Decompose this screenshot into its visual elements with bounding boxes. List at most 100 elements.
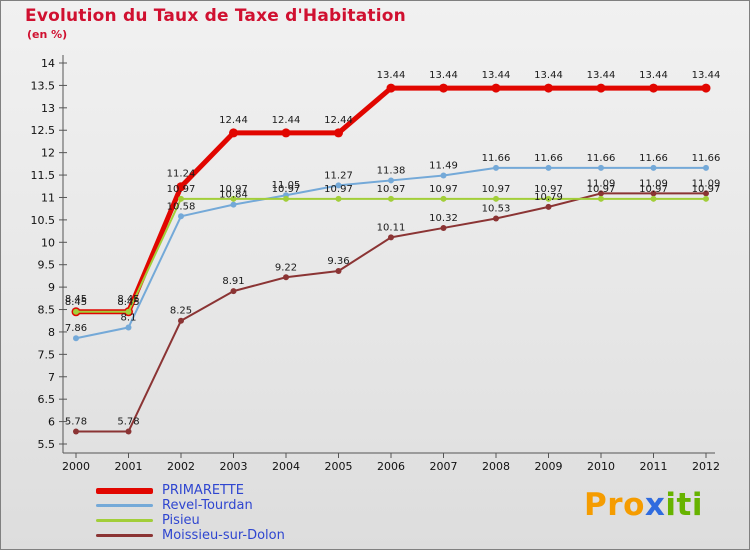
- svg-text:2002: 2002: [167, 460, 195, 473]
- legend-item-primarette: PRIMARETTE: [96, 483, 285, 498]
- svg-text:2010: 2010: [587, 460, 615, 473]
- svg-text:8.45: 8.45: [65, 294, 87, 305]
- svg-text:6.5: 6.5: [38, 393, 56, 406]
- svg-text:11.49: 11.49: [429, 161, 458, 172]
- svg-text:10.97: 10.97: [429, 184, 458, 195]
- svg-text:8: 8: [48, 326, 55, 339]
- line-chart-canvas: 5.5 6 6.5 7 7.5 8 8.5 9 9.5 10 10.5 11 11.5 12 12.5 13 1…: [31, 55, 721, 473]
- svg-text:10.97: 10.97: [692, 184, 721, 195]
- logo-letter: r: [607, 487, 624, 523]
- svg-text:2003: 2003: [220, 460, 248, 473]
- legend-item-revel-tourdan: Revel-Tourdan: [96, 498, 285, 513]
- svg-text:9: 9: [48, 281, 55, 294]
- svg-text:11.24: 11.24: [167, 169, 196, 180]
- svg-text:7.5: 7.5: [38, 348, 56, 361]
- svg-text:12: 12: [41, 147, 55, 160]
- svg-text:10.97: 10.97: [534, 184, 563, 195]
- svg-text:11.66: 11.66: [482, 153, 511, 164]
- svg-text:10.5: 10.5: [31, 214, 56, 227]
- svg-text:11.66: 11.66: [534, 153, 563, 164]
- legend-label: Moissieu-sur-Dolon: [162, 527, 285, 543]
- svg-text:2000: 2000: [62, 460, 90, 473]
- svg-text:8.45: 8.45: [65, 297, 87, 308]
- svg-text:10.53: 10.53: [482, 204, 511, 215]
- legend-label: Pisieu: [162, 512, 200, 528]
- legend-item-pisieu: Pisieu: [96, 513, 285, 528]
- svg-text:11.66: 11.66: [692, 153, 721, 164]
- svg-text:2012: 2012: [692, 460, 720, 473]
- logo-letter: t: [676, 487, 692, 523]
- svg-text:7: 7: [48, 371, 55, 384]
- svg-text:12.44: 12.44: [324, 115, 353, 126]
- svg-text:2005: 2005: [325, 460, 353, 473]
- svg-text:2011: 2011: [640, 460, 668, 473]
- svg-text:10.58: 10.58: [167, 201, 196, 212]
- svg-text:13.44: 13.44: [534, 70, 563, 81]
- svg-text:7.86: 7.86: [65, 323, 87, 334]
- svg-text:10.97: 10.97: [639, 184, 668, 195]
- svg-text:2009: 2009: [535, 460, 563, 473]
- svg-text:10.97: 10.97: [219, 184, 248, 195]
- chart-subtitle: (en %): [27, 28, 68, 41]
- svg-text:9.5: 9.5: [38, 259, 56, 272]
- svg-text:8.45: 8.45: [117, 294, 139, 305]
- legend-swatch: [96, 487, 153, 494]
- legend-swatch: [96, 519, 153, 522]
- svg-text:10.97: 10.97: [482, 184, 511, 195]
- svg-text:11: 11: [41, 191, 55, 204]
- svg-text:14: 14: [41, 57, 55, 70]
- svg-text:11.66: 11.66: [639, 153, 668, 164]
- svg-text:8.5: 8.5: [38, 304, 56, 317]
- svg-text:2008: 2008: [482, 460, 510, 473]
- svg-text:8.45: 8.45: [117, 297, 139, 308]
- svg-text:11.38: 11.38: [377, 165, 406, 176]
- logo-letter: i: [691, 487, 703, 523]
- legend-label: PRIMARETTE: [162, 482, 244, 498]
- svg-text:2007: 2007: [430, 460, 458, 473]
- svg-text:10: 10: [41, 236, 55, 249]
- svg-text:10.97: 10.97: [377, 184, 406, 195]
- svg-text:13.44: 13.44: [429, 70, 458, 81]
- legend-swatch: [96, 504, 153, 507]
- svg-text:11.66: 11.66: [587, 153, 616, 164]
- svg-text:12.5: 12.5: [31, 124, 56, 137]
- logo-letter: i: [665, 487, 677, 523]
- svg-text:10.97: 10.97: [167, 184, 196, 195]
- svg-text:12.44: 12.44: [272, 115, 301, 126]
- logo-letter: P: [584, 487, 608, 523]
- svg-text:11.09: 11.09: [587, 178, 616, 189]
- svg-text:8.25: 8.25: [170, 306, 192, 317]
- chart-title: Evolution du Taux de Taxe d'Habitation: [25, 6, 406, 26]
- svg-text:10.32: 10.32: [429, 213, 458, 224]
- svg-text:12.44: 12.44: [219, 115, 248, 126]
- svg-text:13.44: 13.44: [377, 70, 406, 81]
- svg-text:6: 6: [48, 416, 55, 429]
- svg-text:2004: 2004: [272, 460, 300, 473]
- legend: PRIMARETTE Revel-Tourdan Pisieu Moissieu-su…: [96, 483, 285, 543]
- svg-text:13.5: 13.5: [31, 79, 56, 92]
- svg-text:2006: 2006: [377, 460, 405, 473]
- svg-text:8.1: 8.1: [121, 312, 137, 323]
- svg-text:11.5: 11.5: [31, 169, 56, 182]
- svg-text:10.97: 10.97: [587, 184, 616, 195]
- svg-text:5.78: 5.78: [117, 416, 139, 427]
- svg-text:11.27: 11.27: [324, 170, 353, 181]
- legend-label: Revel-Tourdan: [162, 497, 253, 513]
- svg-text:9.22: 9.22: [275, 262, 297, 273]
- logo-letter: x: [644, 487, 666, 523]
- svg-text:8.91: 8.91: [222, 276, 244, 287]
- svg-text:5.5: 5.5: [38, 438, 56, 451]
- svg-text:11.09: 11.09: [639, 178, 668, 189]
- proxiti-logo: Proxiti: [584, 487, 703, 523]
- svg-text:11.05: 11.05: [272, 180, 301, 191]
- svg-text:13.44: 13.44: [692, 70, 721, 81]
- svg-text:13.44: 13.44: [639, 70, 668, 81]
- legend-item-moissieu-sur-dolon: Moissieu-sur-Dolon: [96, 528, 285, 543]
- svg-text:10.11: 10.11: [377, 222, 406, 233]
- svg-text:10.97: 10.97: [324, 184, 353, 195]
- svg-text:13.44: 13.44: [587, 70, 616, 81]
- svg-text:10.79: 10.79: [534, 192, 563, 203]
- svg-text:9.36: 9.36: [327, 256, 349, 267]
- svg-text:10.97: 10.97: [272, 184, 301, 195]
